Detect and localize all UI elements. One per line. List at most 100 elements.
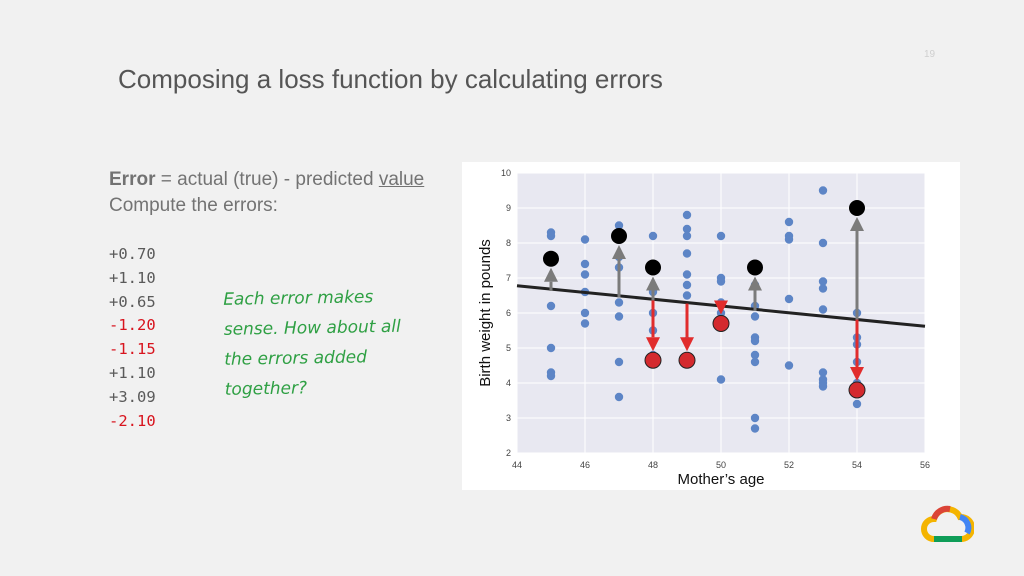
scatter-point [614,312,624,321]
x-tick-label: 50 [716,460,726,470]
scatter-point [818,284,828,293]
y-tick-label: 9 [506,203,511,213]
arrowhead-icon [646,337,660,352]
arrowhead-icon [646,276,660,291]
scatter-point [682,224,692,234]
scatter-point [818,382,828,391]
scatter-point [716,375,726,384]
scatter-point [580,259,590,269]
slide-number: 19 [924,49,936,60]
scatter-point [614,357,624,367]
scatter-point [614,392,624,402]
scatter-point [580,235,590,244]
scatter-point [682,291,692,300]
error-value: -1.20 [109,316,156,335]
actual-point-below [678,351,696,369]
actual-point-above [543,250,559,267]
actual-point-above [849,200,865,216]
scatter-point [546,301,556,311]
actual-point-below [644,351,662,369]
y-tick-label: 5 [506,343,511,353]
y-tick-label: 6 [506,308,511,318]
scatter-point [682,210,692,220]
actual-point-above [747,259,763,276]
error-value: +1.10 [109,363,156,382]
scatter-point [580,270,590,279]
actual-point-above [645,259,661,276]
scatter-point [852,399,862,409]
scatter-point [784,294,794,304]
y-tick-label: 4 [506,378,511,388]
google-cloud-logo-icon [921,505,974,542]
scatter-point [580,308,590,318]
scatter-point [682,231,692,241]
x-axis-label: Mother’s age [678,471,765,488]
scatter-point [818,186,828,195]
handwritten-note: Each error makes sense. How about all th… [223,287,401,400]
actual-point-above [611,228,627,244]
scatter-point [750,336,760,346]
scatter-point [750,357,760,367]
error-value: +1.10 [109,268,156,287]
scatter-point [546,371,556,381]
error-value: +3.09 [109,387,156,406]
y-tick-label: 8 [506,238,511,248]
y-tick-label: 7 [506,273,511,283]
error-value: +0.65 [109,292,156,311]
scatter-point [750,413,760,423]
scatter-point [750,312,760,321]
scatter-point [546,343,556,353]
scatter-point [784,217,794,227]
arrowhead-icon [748,276,762,291]
y-tick-label: 2 [506,448,511,458]
scatter-point [716,231,726,241]
y-axis-label: Birth weight in pounds [477,239,494,387]
y-tick-label: 10 [501,168,511,178]
scatter-point [580,319,590,328]
value-term: value [378,169,425,190]
error-definition: Error = actual (true) - predicted value … [109,167,424,219]
scatter-point [716,277,726,286]
scatter-point [614,221,624,230]
scatter-point [818,305,828,314]
actual-point-below [848,381,866,399]
x-tick-label: 44 [512,460,522,470]
definition-line: Error = actual (true) - predicted value [109,167,424,193]
error-arrows [544,217,864,381]
scatter-point [546,231,556,241]
data-points [546,186,862,433]
arrowhead-icon [850,367,864,381]
errors-list: +0.70 +1.10 +0.65 -1.20 -1.15 +1.10 +3.09 -2.10 [109,243,156,433]
actual-point-below [712,315,730,332]
error-value: -1.15 [109,340,156,359]
scatter-point [784,235,794,244]
scatter-point [818,277,828,286]
scatter-point [682,280,692,290]
error-term: Error [109,169,156,190]
arrowhead-icon [612,245,626,259]
scatter-point [614,298,624,307]
arrowhead-icon [714,300,728,315]
x-tick-label: 52 [784,460,794,470]
scatter-point [648,231,658,241]
error-value: -2.10 [109,411,156,430]
scatter-point [818,238,828,248]
y-tick-label: 3 [506,413,511,423]
arrowhead-icon [850,217,864,231]
scatter-point [682,249,692,258]
definition-text: = actual (true) - predicted [155,169,379,190]
instruction-text: Compute the errors: [109,195,278,216]
x-tick-label: 54 [852,460,862,470]
scatter-plot: 44 46 48 50 52 54 56 2 3 4 5 6 7 8 9 10 Mother’s age Bi… [462,162,960,490]
scatter-point [750,350,760,360]
scatter-point [784,361,794,370]
x-tick-label: 56 [920,460,930,470]
arrowhead-icon [680,337,694,352]
x-tick-label: 46 [580,460,590,470]
arrowhead-icon [544,267,558,282]
scatter-point [750,424,760,433]
x-tick-label: 48 [648,460,658,470]
scatter-point [818,368,828,377]
